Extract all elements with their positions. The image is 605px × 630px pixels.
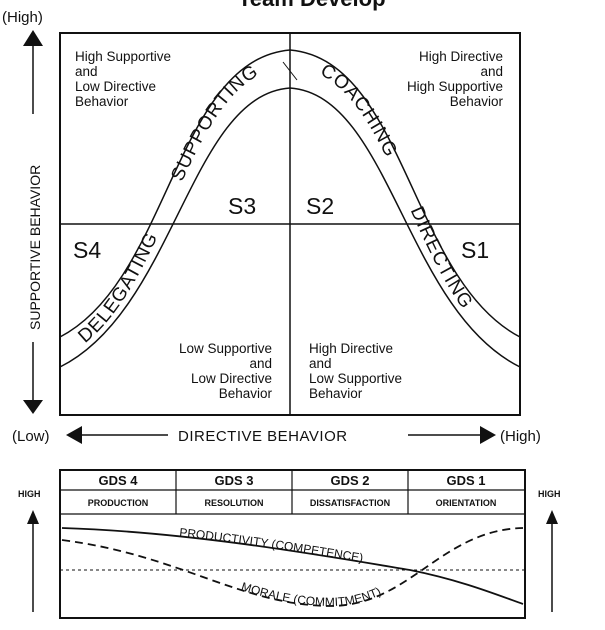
stage-name-production: PRODUCTION — [88, 498, 149, 508]
stage-name-orientation: ORIENTATION — [436, 498, 497, 508]
x-axis-title: DIRECTIVE BEHAVIOR — [178, 428, 348, 445]
style-s4: S4 — [73, 237, 101, 263]
svg-text:Low Directive: Low Directive — [191, 371, 272, 386]
svg-text:and: and — [480, 64, 503, 79]
stage-gds-3: GDS 3 — [214, 473, 253, 488]
stage-name-dissatisfaction: DISSATISFACTION — [310, 498, 390, 508]
svg-text:Behavior: Behavior — [75, 94, 129, 109]
x-high-label: (High) — [500, 428, 541, 445]
band-separator-top — [282, 61, 298, 81]
coaching-label: COACHING — [317, 60, 402, 161]
stage-gds-2: GDS 2 — [330, 473, 369, 488]
svg-text:High Directive: High Directive — [309, 341, 393, 356]
lower-high-left: HIGH — [18, 489, 41, 499]
svg-text:Behavior: Behavior — [309, 386, 363, 401]
quadrant-top-right-text: High Directive and High Supportive Behav… — [407, 49, 504, 109]
curve-outer — [59, 49, 521, 338]
arrow-left-icon — [66, 426, 82, 444]
productivity-label: PRODUCTIVITY (COMPETENCE) — [179, 525, 365, 565]
svg-text:High Supportive: High Supportive — [407, 79, 503, 94]
y-axis-title: SUPPORTIVE BEHAVIOR — [27, 165, 43, 330]
quadrant-top-left-text: High Supportive and Low Directive Behavi… — [75, 49, 171, 109]
svg-text:Behavior: Behavior — [450, 94, 504, 109]
lower-high-right: HIGH — [538, 489, 561, 499]
arrow-right-icon — [480, 426, 496, 444]
svg-text:Behavior: Behavior — [219, 386, 273, 401]
style-s2: S2 — [306, 193, 334, 219]
productivity-curve — [61, 527, 524, 605]
morale-label: MORALE (COMMITMENT) — [240, 579, 383, 609]
x-low-label: (Low) — [12, 428, 50, 445]
arrow-up-icon — [23, 30, 43, 46]
arrow-down-icon — [23, 400, 43, 414]
style-s3: S3 — [228, 193, 256, 219]
style-s1: S1 — [461, 237, 489, 263]
quadrant-bottom-left-text: Low Supportive and Low Directive Behavio… — [179, 341, 273, 401]
svg-text:High Supportive: High Supportive — [75, 49, 171, 64]
svg-text:Low Supportive: Low Supportive — [179, 341, 272, 356]
lower-arrow-up-left-icon — [27, 510, 39, 524]
lower-arrow-up-right-icon — [546, 510, 558, 524]
svg-text:High Directive: High Directive — [419, 49, 503, 64]
supporting-label: SUPPORTING — [167, 61, 262, 185]
svg-text:Low Supportive: Low Supportive — [309, 371, 402, 386]
svg-text:and: and — [249, 356, 272, 371]
quadrant-bottom-right-text: High Directive and Low Supportive Behavi… — [309, 341, 402, 401]
svg-text:and: and — [309, 356, 332, 371]
y-high-label: (High) — [2, 9, 43, 26]
curve-inner — [59, 87, 521, 368]
morale-curve — [61, 527, 524, 607]
svg-text:Low Directive: Low Directive — [75, 79, 156, 94]
diagram-title: Team Develop — [238, 0, 386, 11]
svg-text:and: and — [75, 64, 98, 79]
stage-gds-1: GDS 1 — [446, 473, 485, 488]
stage-gds-4: GDS 4 — [98, 473, 138, 488]
stage-name-resolution: RESOLUTION — [204, 498, 263, 508]
